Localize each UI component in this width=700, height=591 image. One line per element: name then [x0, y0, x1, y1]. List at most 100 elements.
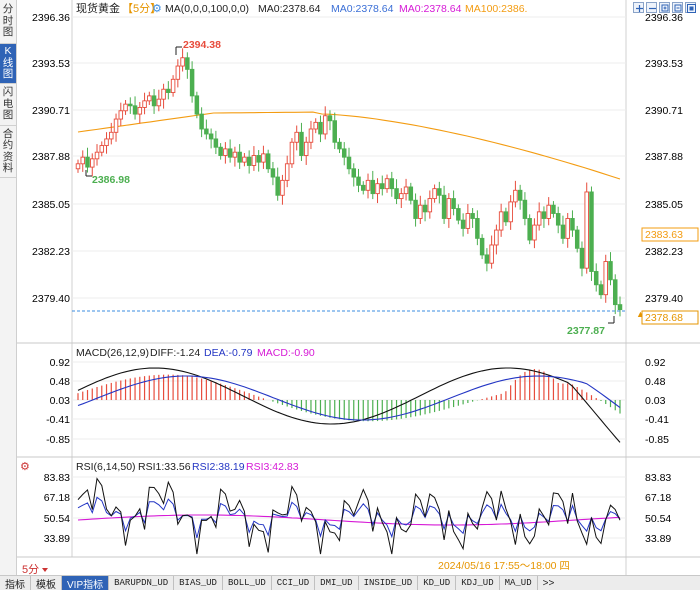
candle-body [465, 213, 471, 229]
candle-body [546, 204, 551, 219]
candle-body [85, 156, 90, 168]
rsi-tick: 83.83 [645, 472, 671, 484]
rsi1-value: RSI1:33.56 [138, 461, 191, 473]
rsi-grid [72, 476, 626, 539]
sidebar-tab-contract[interactable]: 合约资料 [0, 126, 16, 178]
indicator-tab-bar: 指标 模板 VIP指标 BARUPDN_UD BIAS_UD BOLL_UD C… [0, 575, 700, 591]
candle-body [132, 105, 138, 115]
rsi-tick: 83.83 [44, 472, 70, 484]
sidebar-tab-timeshare[interactable]: 分时图 [0, 0, 16, 44]
candle-body [598, 284, 604, 296]
price-tick: 2396.36 [32, 12, 70, 24]
candle-body [346, 156, 352, 170]
candle-body [484, 254, 490, 264]
add-panel-icon[interactable] [633, 2, 644, 13]
rsi2-line [77, 496, 621, 539]
candle-body [242, 156, 247, 163]
candle-body [532, 224, 537, 241]
price-tick: 2382.23 [32, 246, 70, 258]
macd-diff: DIFF:-1.24 [150, 347, 200, 359]
sidebar-tab-flash[interactable]: 闪电图 [0, 84, 16, 126]
candle-body [156, 98, 162, 107]
zoom-out-icon[interactable] [672, 2, 683, 13]
ma100-line [77, 111, 621, 180]
tab-boll[interactable]: BOLL_UD [223, 576, 272, 590]
low-right-label: 2377.87 [567, 325, 605, 337]
tab-kdj[interactable]: KDJ_UD [456, 576, 500, 590]
candle-body [593, 271, 599, 286]
candle-body [413, 199, 418, 219]
macd-tick: -0.41 [645, 414, 669, 426]
zoom-in-icon[interactable] [659, 2, 670, 13]
tab-inside[interactable]: INSIDE_UD [359, 576, 419, 590]
candle-body [541, 211, 547, 219]
rsi-tick: 33.89 [645, 533, 671, 545]
sidebar-tab-label: 闪电图 [2, 86, 14, 122]
macd-tick: 0.92 [50, 357, 71, 369]
sidebar-tab-kline[interactable]: K线图 [0, 44, 16, 84]
rsi-tick: 33.89 [44, 533, 70, 545]
candle-body [475, 218, 480, 239]
left-sidebar: 分时图 K线图 闪电图 合约资料 [0, 0, 17, 575]
candle-body [527, 218, 532, 241]
candle-body [617, 304, 623, 311]
chart-area[interactable]: 现货黄金 【5分】 ⚙ MA(0,0,0,100,0,0) MA0:2378.6… [0, 0, 700, 575]
high-label: 2394.38 [183, 39, 221, 51]
rsi-settings-icon[interactable]: ⚙ [20, 461, 30, 473]
candle-body [498, 211, 504, 231]
price-tick: 2390.71 [32, 105, 70, 117]
price-tick: 2387.88 [32, 151, 70, 163]
sidebar-tab-label: 合约资料 [2, 127, 14, 174]
candle-body [522, 199, 528, 219]
macd-dea-line [77, 375, 621, 421]
macd-tick: 0.48 [645, 376, 666, 388]
candle-body [166, 88, 171, 94]
candle-body [427, 198, 433, 213]
candle-body [589, 191, 594, 272]
ma-value: MA0:2378.64 [258, 3, 321, 15]
candle-body [332, 120, 337, 143]
tab-vip-indicators[interactable]: VIP指标 [62, 576, 110, 591]
price-tick: 2379.40 [32, 293, 70, 305]
period-selector[interactable]: 5分 [22, 561, 49, 577]
sidebar-tab-label: 分时图 [2, 3, 14, 39]
sidebar-tab-label: K线图 [2, 45, 14, 81]
tab-templates[interactable]: 模板 [31, 576, 62, 591]
macd-tick: 0.92 [645, 357, 666, 369]
macd-diff-line [77, 367, 621, 443]
candle-body [365, 179, 371, 191]
candle-body [213, 138, 219, 148]
tab-bias[interactable]: BIAS_UD [174, 576, 223, 590]
tab-cci[interactable]: CCI_UD [272, 576, 316, 590]
ma-price-tag-text: 2383.63 [645, 229, 683, 241]
ma-settings-icon[interactable]: ⚙ [152, 3, 162, 15]
candle-body [227, 148, 233, 158]
fullscreen-icon[interactable] [685, 2, 696, 13]
candle-body [370, 179, 376, 195]
candle-body [256, 155, 261, 163]
tab-indicators[interactable]: 指标 [0, 576, 31, 591]
ma-price-tag [641, 227, 699, 242]
tab-barupdn[interactable]: BARUPDN_UD [109, 576, 175, 590]
candle-body [608, 261, 613, 281]
macd-tick: 0.03 [645, 395, 666, 407]
rsi3-line [77, 514, 621, 526]
tab-dmi[interactable]: DMI_UD [315, 576, 359, 590]
candle-body [303, 141, 309, 156]
remove-panel-icon[interactable] [646, 2, 657, 13]
candle-body [237, 151, 242, 163]
candle-body [147, 95, 152, 102]
rsi-tick: 50.54 [44, 513, 70, 525]
rsi-label: RSI(6,14,50) [76, 461, 136, 473]
price-tick: 2382.23 [645, 246, 683, 258]
price-tick: 2390.71 [645, 105, 683, 117]
candle-body [294, 131, 299, 143]
candle-body [422, 204, 428, 213]
tab-ma[interactable]: MA_UD [500, 576, 538, 590]
tab-more[interactable]: >> [542, 577, 555, 589]
candle-body [574, 229, 580, 249]
candle-body [151, 95, 157, 107]
candle-body [418, 204, 423, 219]
candle-body [451, 198, 456, 209]
tab-kd[interactable]: KD_UD [418, 576, 457, 590]
